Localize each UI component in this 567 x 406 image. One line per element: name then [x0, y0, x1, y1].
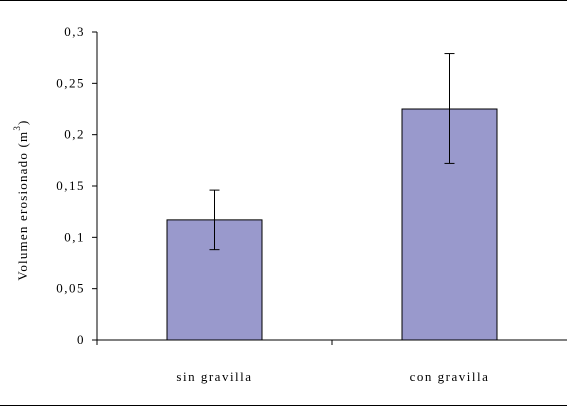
- y-tick-label: 0,25: [56, 75, 85, 90]
- y-axis-title-close: ): [15, 119, 30, 125]
- x-ticks: [96, 340, 333, 345]
- x-tick-labels: sin gravilla con gravilla: [176, 369, 490, 384]
- y-ticks: 0 0,05 0,1 0,15 0,2 0,25 0,3: [56, 24, 97, 347]
- y-axis-title: Volumen erosionado (m3): [12, 119, 30, 280]
- x-tick-label: con gravilla: [410, 369, 490, 384]
- y-tick-label: 0,2: [64, 127, 85, 142]
- y-tick-label: 0: [77, 332, 85, 347]
- y-tick-label: 0,1: [64, 229, 85, 244]
- y-axis-title-superscript: 3: [12, 125, 22, 131]
- y-tick-label: 0,3: [64, 24, 85, 39]
- y-axis-title-main: Volumen erosionado (m: [15, 131, 30, 281]
- x-tick-label: sin gravilla: [176, 369, 252, 384]
- error-bars: [209, 53, 455, 251]
- bars: [166, 108, 498, 341]
- y-tick-label: 0,15: [56, 178, 85, 193]
- y-tick-label: 0,05: [56, 281, 85, 296]
